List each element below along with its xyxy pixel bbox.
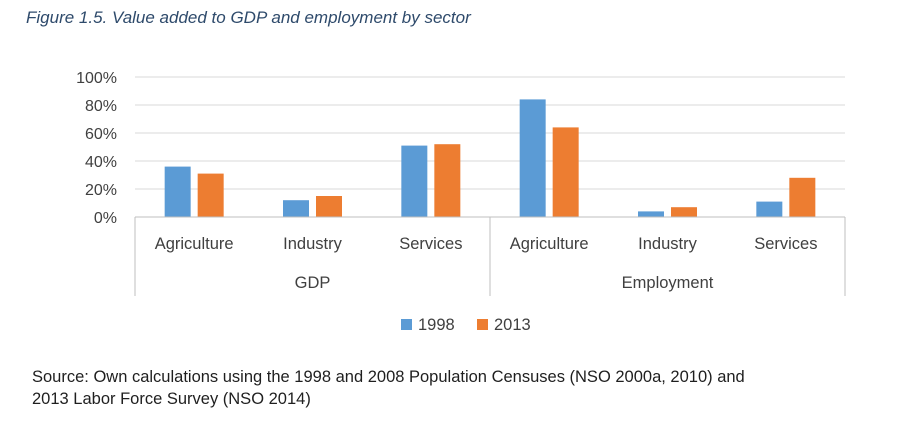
y-tick-label: 40% [85,154,117,171]
source-line-2: 2013 Labor Force Survey (NSO 2014) [32,390,311,408]
x-category-label: Industry [638,235,697,253]
legend-label-2013: 2013 [494,316,531,334]
x-category-label: Services [399,235,462,253]
y-tick-label: 20% [85,182,117,199]
legend: 1998 2013 [401,316,531,334]
bar-1998 [164,166,191,217]
figure-title: Figure 1.5. Value added to GDP and emplo… [26,8,471,27]
bar-2013 [789,177,816,217]
y-tick-label: 0% [94,210,117,227]
legend-swatch-1998 [401,319,412,330]
legend-swatch-2013 [477,319,488,330]
bar-1998 [401,145,428,217]
source-line-1: Source: Own calculations using the 1998 … [32,368,745,386]
x-category-label: Agriculture [510,235,589,253]
bar-2013 [434,144,461,217]
y-tick-label: 100% [76,70,117,87]
bar-2013 [316,196,342,217]
x-group-label: Employment [622,274,714,292]
bar-1998 [519,99,546,217]
gridlines [135,76,845,190]
bar-2013 [197,173,224,217]
bars [164,99,816,217]
x-axis-labels: Agriculture Industry Services Agriculture In… [155,235,818,292]
bar-1998 [756,201,783,217]
bar-2013 [671,207,697,217]
source-note: Source: Own calculations using the 1998 … [32,366,882,410]
x-group-label: GDP [295,274,331,292]
x-category-label: Services [754,235,817,253]
bar-chart: 0% 20% 40% 60% 80% 100% Agriculture Industry Se… [76,70,846,334]
y-tick-label: 60% [85,126,117,143]
bar-2013 [552,127,579,217]
x-category-label: Agriculture [155,235,234,253]
y-axis-ticks: 0% 20% 40% 60% 80% 100% [76,70,117,227]
bar-1998 [638,211,664,217]
y-tick-label: 80% [85,98,117,115]
bar-1998 [283,200,309,217]
x-category-label: Industry [283,235,342,253]
x-axis [134,216,846,296]
legend-label-1998: 1998 [418,316,455,334]
